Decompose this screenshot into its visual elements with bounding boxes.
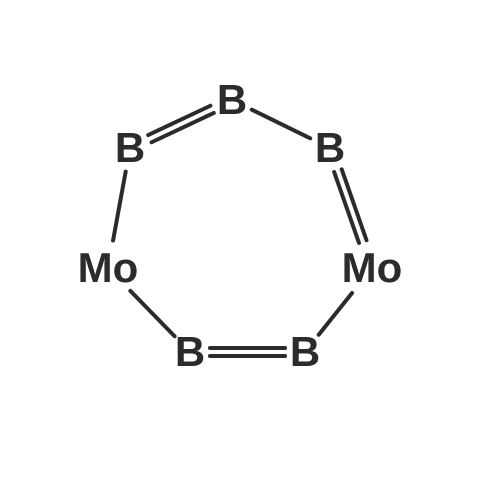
bond-line [319, 293, 352, 335]
atom-B_top_right: B [315, 124, 345, 172]
molecule-diagram: B B B Mo Mo B B [0, 0, 500, 500]
atom-B_bot_left: B [175, 328, 205, 376]
bond-line [252, 110, 310, 139]
atom-B_top: B [217, 76, 247, 124]
atom-Mo_right: Mo [342, 244, 403, 292]
bond-line [113, 172, 126, 241]
bonds-layer [0, 0, 500, 500]
atom-Mo_left: Mo [78, 244, 139, 292]
bond-line [130, 291, 174, 336]
atom-B_bot_right: B [290, 328, 320, 376]
atom-B_top_left: B [115, 124, 145, 172]
